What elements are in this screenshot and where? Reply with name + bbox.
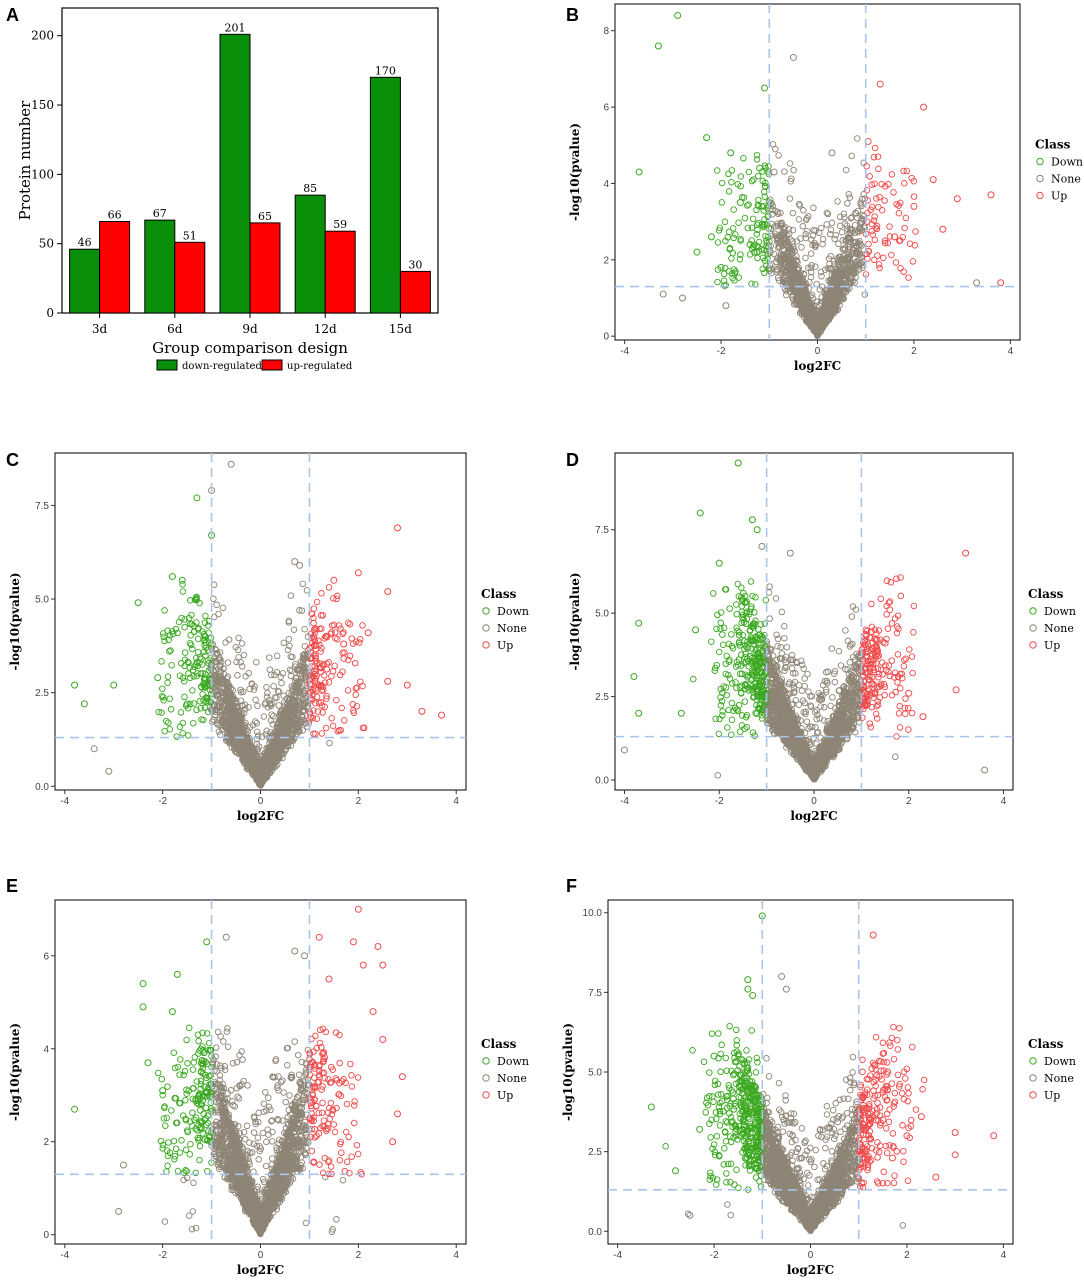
scatter-point [786,195,794,202]
bar-value-label: 67 [153,207,167,220]
legend-label-up: Up [497,639,513,652]
scatter-point [823,209,831,217]
legend-label-none: None [497,622,527,635]
bar-value-label: 201 [225,21,246,34]
scatter-point [767,196,774,203]
bar-value-label: 66 [108,209,122,222]
y-tick-label: 0 [46,306,54,320]
x-tick-label: 3d [92,322,108,336]
bar-down-regulated [219,33,251,314]
scatter-point [774,222,782,230]
legend-key-none [1036,174,1044,183]
x-tick-label: -4 [60,796,69,807]
panel-letter-c: C [6,450,19,470]
legend-title: Class [481,587,517,601]
bar-value-label: 65 [258,210,272,223]
y-tick-label: 100 [31,167,54,181]
bar-up-regulated [324,230,356,314]
bar-value-label: 46 [78,236,92,249]
legend-swatch-up [261,359,283,371]
legend-swatch-down [156,359,178,371]
panel-letter-e: E [6,876,18,896]
volcano-plot-panel-b: -4 -2 0 2 4 0 2 4 6 8 log2FC -log10(pvalue) Class Dow… [568,3,1083,373]
bar-down-regulated [294,194,326,314]
bar-value-label: 59 [333,218,347,231]
legend-label-up: up-regulated [287,361,353,372]
y-tick-label: 0.0 [35,782,49,793]
bar-down-regulated [369,76,401,314]
bar-down-regulated [144,219,176,314]
y-axis-title: -log10(pvalue) [8,572,22,670]
panel-letter-f: F [566,876,577,896]
scatter-point [808,291,816,299]
bar-value-label: 51 [183,229,197,242]
y-axis-title: Protein number [16,100,34,220]
bar-chart-panel-a: 0 50 100 150 200 3d 46 66 6d 67 51 9d 201 65 12d 85 59 15… [16,7,439,372]
x-tick-label: 9d [242,322,258,336]
y-tick-label: 200 [31,29,54,43]
plot-frame [54,452,467,791]
y-tick-label: 50 [39,237,54,251]
bar-value-label: 30 [408,258,422,271]
x-tick-label: 0 [815,346,821,357]
legend-title: Class [1035,137,1071,151]
legend-label-up: Up [1051,189,1067,202]
x-axis-title: Group comparison design [152,339,348,357]
x-tick-label: -2 [158,796,167,807]
y-tick-label: 4 [603,179,609,190]
plot-frame [614,452,1014,791]
bar-down-regulated [69,248,101,314]
legend-key-down [1036,157,1044,166]
x-axis-title: log2FC [237,809,284,823]
x-axis-title: log2FC [794,359,841,373]
bar-value-label: 85 [303,182,317,195]
scatter-point [845,191,853,198]
y-tick-label: 7.5 [35,501,49,512]
volcano-plot-panel-c: -4 -2 0 2 4 0.0 2.5 5.0 7.5 log2FC -log10(pvalue) C… [8,452,529,823]
legend-label-down: Down [1051,155,1083,168]
bar-value-label: 170 [375,64,396,77]
legend-key-up [482,641,490,649]
x-tick-label: 6d [167,322,183,336]
x-tick-label: 12d [314,322,337,336]
scatter-point [740,154,747,162]
x-tick-label: 2 [911,346,917,357]
panel-letter-b: B [566,5,579,25]
x-tick-label: 2 [356,796,362,807]
y-tick-label: 0 [603,332,609,343]
x-tick-label: 4 [453,796,459,807]
x-tick-label: 0 [258,796,264,807]
panel-letter-d: D [566,450,579,470]
y-tick-label: 8 [603,26,609,37]
y-tick-label: 6 [603,103,609,114]
legend-key-down [482,607,490,615]
none-point-cloud [713,135,919,340]
scatter-point [770,250,778,258]
scatter-point [835,240,842,248]
y-axis-title: -log10(pvalue) [568,123,582,221]
bar-up-regulated [249,222,281,314]
legend-key-up [1036,191,1044,200]
legend-key-none [482,624,490,632]
bar-up-regulated [174,241,206,314]
scatter-point [834,198,841,205]
bar-up-regulated [99,221,131,314]
plot-frame [614,3,1021,341]
legend-label-down: down-regulated [182,361,262,372]
x-tick-label: -2 [717,346,726,357]
y-tick-label: 5.0 [35,595,49,606]
legend-label-none: None [1051,172,1081,185]
y-tick-label: 2.5 [35,688,49,699]
x-tick-label: 4 [1008,346,1014,357]
x-tick-label: 15d [389,322,412,336]
scatter-point [807,268,815,276]
panel-letter-a: A [6,5,19,25]
legend-label-down: Down [497,605,529,618]
x-tick-label: -4 [620,346,629,357]
bar-up-regulated [399,270,431,314]
y-tick-label: 2 [603,255,609,266]
y-tick-label: 150 [31,98,54,112]
